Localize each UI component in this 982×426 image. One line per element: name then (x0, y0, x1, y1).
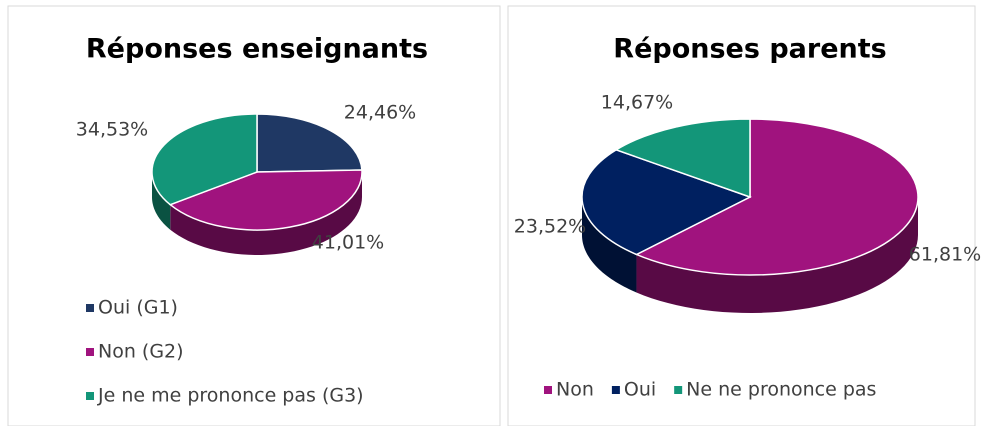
legend-label: Je ne me prononce pas (G3) (97, 385, 364, 407)
panel-right (507, 5, 976, 426)
legend-swatch (86, 348, 94, 356)
legend-swatch (86, 304, 94, 312)
pie-slice (151, 113, 258, 206)
data-label: 24,46% (344, 102, 416, 124)
pie-slice-side (152, 172, 171, 230)
pie-slice-side (582, 197, 637, 293)
legend-swatch (674, 386, 683, 394)
legend-label: Non (G2) (98, 341, 184, 363)
data-label: 61,81% (909, 244, 981, 266)
data-label: 41,01% (312, 232, 384, 254)
chart-title: Réponses parents (613, 34, 886, 65)
legend-label: Ne ne prononce pas (686, 379, 876, 401)
data-label: 34,53% (76, 119, 148, 141)
legend-swatch (86, 392, 94, 400)
legend-label: Oui (624, 379, 656, 401)
pie-slice (614, 118, 751, 199)
legend-label: Oui (G1) (98, 297, 178, 319)
panel-left (7, 5, 501, 426)
chart-title: Réponses enseignants (86, 34, 428, 65)
pie-slice (634, 118, 919, 276)
legend-label: Non (556, 379, 594, 401)
legend-swatch (611, 386, 620, 394)
data-label: 23,52% (514, 216, 586, 238)
pie-slice (256, 113, 363, 173)
pie-slice (168, 169, 363, 231)
pie-slice-side (170, 172, 362, 255)
legend-swatch (544, 386, 552, 394)
pie-slice-side (636, 197, 918, 313)
pie-slice (581, 149, 752, 256)
data-label: 14,67% (601, 92, 673, 114)
